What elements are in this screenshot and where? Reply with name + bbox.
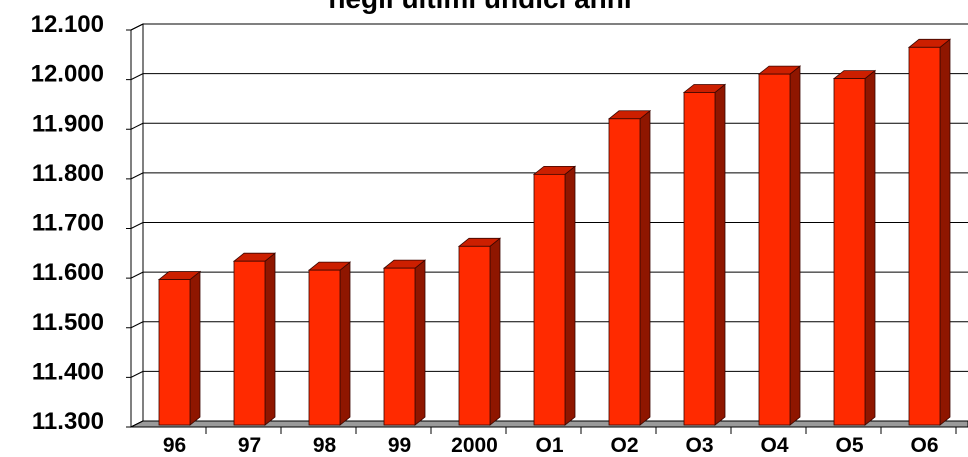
bar-front [233, 260, 266, 426]
x-tick-label: O6 [910, 434, 938, 457]
bar [757, 65, 802, 426]
y-tick-label: 11.700 [32, 210, 104, 237]
bar-side [264, 252, 276, 426]
bar-side [564, 165, 576, 426]
gridline-wall [130, 73, 144, 81]
gridline-wall [130, 370, 144, 378]
y-tick-label: 11.400 [32, 358, 104, 385]
y-tick-label: 12.000 [31, 61, 104, 88]
y-tick-label: 11.600 [32, 259, 104, 286]
bar-front [683, 92, 716, 426]
y-tick-label: 11.300 [32, 408, 104, 435]
bar [307, 261, 352, 426]
gridline-wall [130, 172, 144, 180]
bar [532, 165, 577, 426]
bar-side [864, 69, 876, 426]
gridline-wall [130, 122, 144, 130]
x-tick-label: O5 [835, 434, 863, 457]
x-tick-label: 2000 [451, 434, 498, 457]
bar [907, 38, 952, 426]
bar-side [714, 83, 726, 426]
x-tick-label: O4 [760, 434, 788, 457]
bar-front [458, 245, 491, 426]
y-tick-label: 11.900 [32, 110, 104, 137]
bar [607, 109, 652, 426]
bar [682, 83, 727, 426]
bar-front [908, 46, 941, 426]
x-tick-label: O3 [685, 434, 713, 457]
chart-title: negli ultimi undici anni [328, 0, 631, 14]
bar [232, 252, 277, 426]
y-tick-label: 11.800 [32, 160, 104, 187]
gridline-wall [130, 23, 144, 31]
gridline-wall [130, 222, 144, 229]
y-tick-label: 12.100 [31, 11, 104, 38]
bar-front [533, 173, 566, 426]
bar-side [189, 270, 201, 426]
bar-side [339, 261, 351, 426]
gridline-wall [130, 321, 144, 329]
bar [832, 69, 877, 426]
bar-side [939, 38, 951, 426]
bar-front [833, 78, 866, 426]
bar-side [639, 109, 651, 426]
x-tick-label: 99 [388, 434, 411, 457]
x-tick-label: O1 [535, 434, 563, 457]
bar [157, 270, 202, 426]
bar [457, 237, 502, 426]
bar-front [383, 267, 416, 426]
gridline-wall [130, 271, 144, 279]
bar-front [308, 269, 341, 426]
x-tick-label: 96 [163, 434, 186, 457]
bar-front [608, 118, 641, 426]
bar-front [158, 279, 191, 426]
y-tick-label: 11.500 [32, 309, 104, 336]
bar-side [789, 65, 801, 426]
bar-side [489, 237, 501, 426]
x-tick-label: O2 [610, 434, 638, 457]
bar [382, 259, 427, 426]
bar-front [758, 73, 791, 426]
x-tick-label: 97 [238, 434, 261, 457]
x-tick-label: 98 [313, 434, 337, 457]
bar-side [414, 259, 426, 426]
